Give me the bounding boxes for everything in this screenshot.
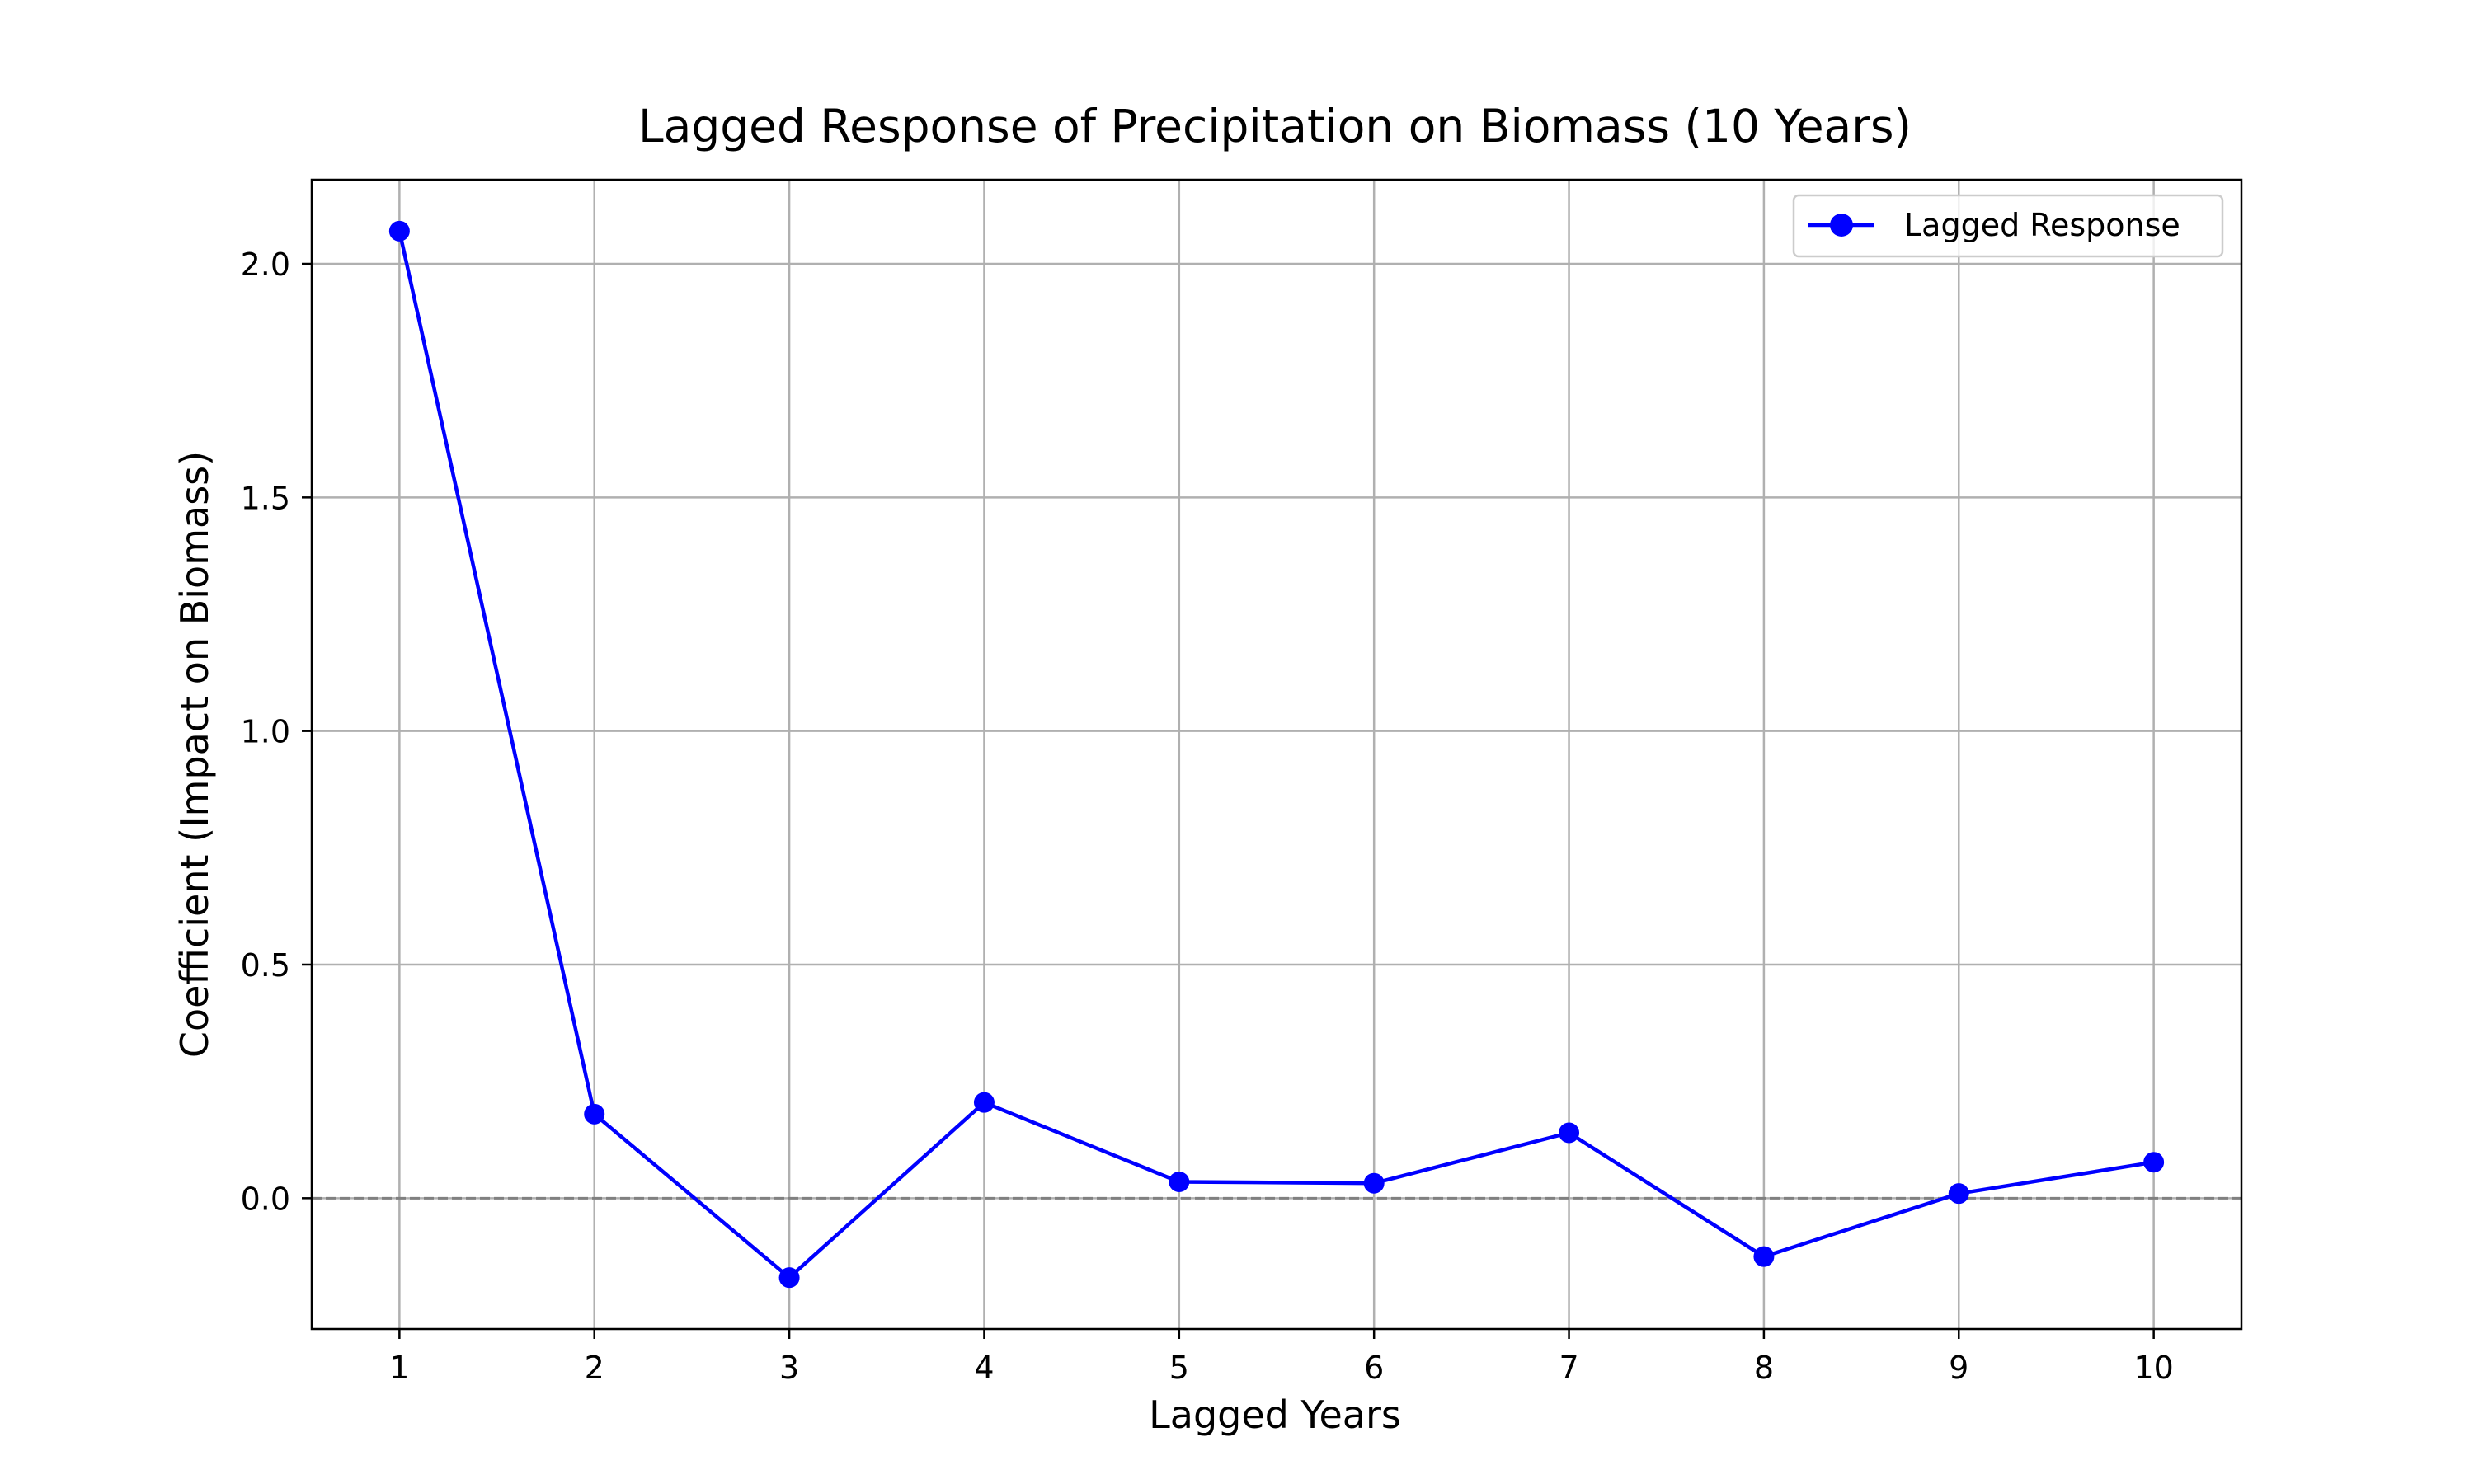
x-tick-label: 2 (585, 1350, 604, 1386)
x-axis-label: Lagged Years (1149, 1392, 1401, 1437)
x-tick-label: 5 (1169, 1350, 1189, 1386)
y-axis-label: Coefficient (Impact on Biomass) (172, 451, 217, 1058)
data-point (2143, 1152, 2165, 1173)
x-tick-label: 8 (1754, 1350, 1774, 1386)
data-point (1948, 1183, 1969, 1205)
data-point (1753, 1246, 1775, 1267)
series-line (397, 230, 2154, 1280)
x-tick-label: 7 (1559, 1350, 1578, 1386)
x-tick-label: 10 (2133, 1350, 2173, 1386)
legend-box (1792, 194, 2224, 258)
y-tick-label: 1.5 (241, 480, 290, 516)
data-point (1559, 1122, 1580, 1144)
y-tick-label: 1.0 (241, 714, 290, 750)
data-point (584, 1103, 605, 1125)
plot-area-frame (310, 178, 2243, 1331)
x-tick-label: 1 (389, 1350, 409, 1386)
x-tick-label: 4 (974, 1350, 994, 1386)
data-point (1169, 1172, 1190, 1192)
y-tick-label: 2.0 (241, 247, 290, 283)
chart-title: Lagged Response of Precipitation on Biom… (638, 100, 1912, 153)
x-tick-labels: 1 2 3 4 5 6 7 8 9 10 (389, 1350, 2174, 1386)
legend: Lagged Response (1792, 194, 2224, 258)
legend-marker-swatch (1830, 214, 1853, 237)
x-tick-label: 3 (779, 1350, 799, 1386)
x-tick-label: 6 (1364, 1350, 1384, 1386)
y-tick-label: 0.0 (241, 1181, 290, 1217)
y-tick-label: 0.5 (241, 947, 290, 984)
data-point (1363, 1172, 1385, 1194)
legend-series-label: Lagged Response (1904, 207, 2180, 243)
series-group (388, 220, 2165, 1289)
x-tick-label: 9 (1949, 1350, 1968, 1386)
data-point (388, 220, 410, 242)
data-point (778, 1267, 800, 1289)
data-point (973, 1092, 995, 1113)
axis-ticks (302, 262, 2155, 1339)
y-tick-labels: 0.0 0.5 1.0 1.5 2.0 (241, 247, 290, 1217)
